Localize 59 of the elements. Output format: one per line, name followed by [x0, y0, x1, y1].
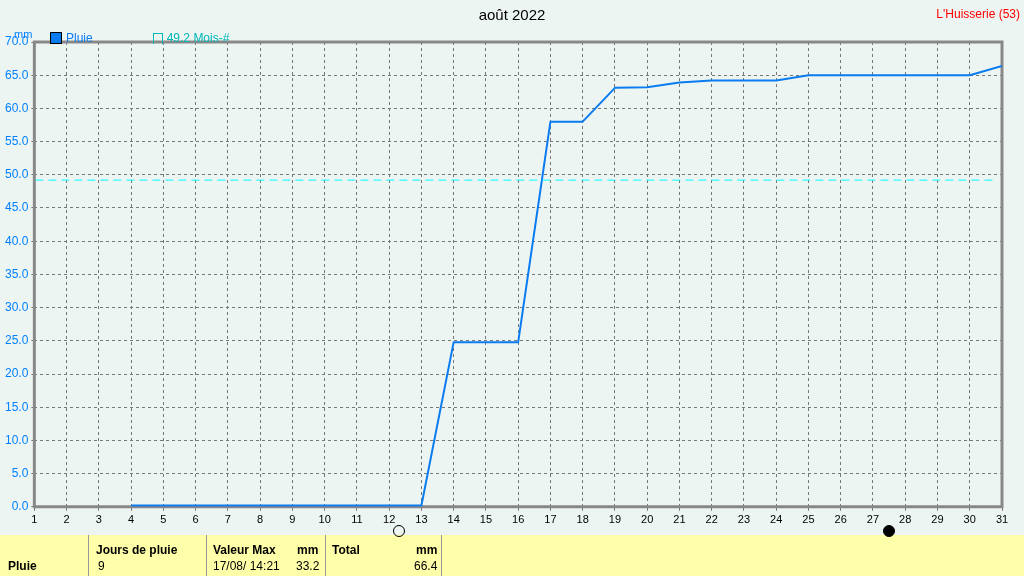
- chart-title: août 2022: [478, 6, 546, 23]
- y-tick-label: 5.0: [11, 465, 29, 480]
- text: mm: [297, 543, 319, 557]
- y-tick-label: 15.0: [5, 399, 29, 414]
- x-tick-label: 24: [770, 513, 783, 526]
- x-tick-label: 17: [544, 513, 557, 526]
- x-tick-label: 16: [512, 513, 525, 526]
- x-tick-label: 5: [160, 513, 167, 526]
- legend-label: 49.2 Mois-#: [165, 31, 230, 45]
- x-tick-label: 31: [995, 513, 1009, 526]
- x-tick-label: 30: [963, 513, 976, 526]
- x-tick-label: 14: [447, 513, 460, 526]
- text: 33.2: [296, 559, 320, 573]
- x-tick-label: 10: [318, 513, 331, 526]
- x-tick-label: 22: [705, 513, 718, 526]
- y-tick-label: 25.0: [5, 333, 29, 348]
- y-tick-label: 60.0: [5, 100, 29, 115]
- y-tick-label: 45.0: [5, 200, 29, 215]
- x-tick-label: 29: [931, 513, 944, 526]
- x-tick-label: 6: [192, 513, 199, 526]
- y-tick-label: 20.0: [5, 366, 29, 381]
- legend-label: Pluie: [65, 31, 93, 45]
- text: Valeur Max: [213, 543, 276, 557]
- text: 17/08/ 14:21: [213, 559, 280, 573]
- y-tick-label: 40.0: [5, 233, 29, 248]
- x-tick-label: 18: [576, 513, 589, 526]
- x-tick-label: 12: [383, 513, 396, 526]
- text: mm: [416, 543, 438, 557]
- x-tick-label: 3: [95, 513, 102, 526]
- x-tick-label: 4: [128, 513, 135, 526]
- x-tick-label: 2: [63, 513, 70, 526]
- text: 9: [98, 559, 105, 573]
- x-tick-label: 19: [608, 513, 622, 526]
- x-tick-label: 20: [641, 513, 654, 526]
- y-tick-label: 10.0: [5, 432, 29, 447]
- y-tick-label: 50.0: [5, 167, 29, 182]
- y-tick-label: 0.0: [11, 499, 29, 514]
- chart-subtitle: L'Huisserie (53): [936, 7, 1020, 21]
- x-tick-label: 27: [866, 513, 880, 526]
- y-tick-label: 35.0: [5, 266, 29, 281]
- x-tick-label: 9: [289, 513, 296, 526]
- x-tick-label: 7: [224, 513, 231, 526]
- x-tick-label: 8: [257, 513, 264, 526]
- x-tick-label: 21: [673, 513, 686, 526]
- y-tick-label: 55.0: [5, 133, 29, 148]
- text: Pluie: [8, 559, 37, 573]
- x-tick-label: 15: [479, 513, 493, 526]
- x-tick-label: 1: [31, 513, 38, 526]
- text: 66.4: [414, 559, 438, 573]
- x-tick-label: 28: [899, 513, 912, 526]
- y-tick-label: 30.0: [5, 299, 29, 314]
- text: Jours de pluie: [96, 543, 178, 557]
- text: Total: [332, 543, 360, 557]
- x-tick-label: 25: [802, 513, 815, 526]
- y-tick-label: 65.0: [5, 67, 29, 82]
- x-tick-label: 23: [737, 513, 751, 526]
- x-tick-label: 13: [415, 513, 428, 526]
- x-tick-label: 26: [834, 513, 847, 526]
- x-tick-label: 11: [351, 513, 363, 526]
